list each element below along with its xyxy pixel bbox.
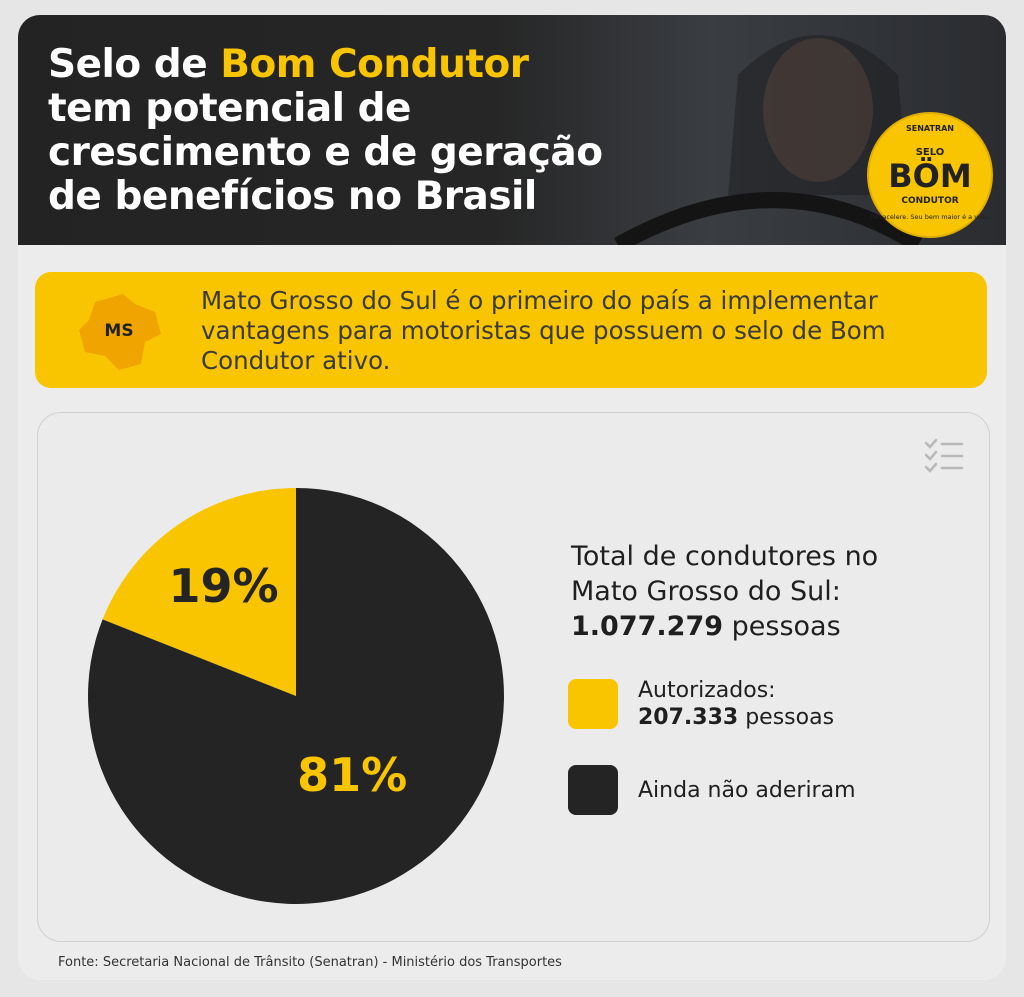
legend-label: Ainda não aderiram <box>638 778 856 803</box>
steering-wheel <box>614 192 923 245</box>
legend-text: Autorizados: 207.333 pessoas <box>638 677 834 731</box>
title: Selo de Bom Condutor tem potencial de cr… <box>48 43 603 219</box>
state-map: MS <box>79 294 161 370</box>
badge-text: BÖM <box>888 157 971 195</box>
pie-chart: 19% 81% <box>87 488 504 904</box>
summary-line: Total de condutores no <box>571 541 879 572</box>
slice-label: 81% <box>297 748 407 802</box>
legend-swatch <box>568 765 618 815</box>
header: SENATRAN SELO BÖM CONDUTOR Desacelere. S… <box>18 15 1006 245</box>
summary: Total de condutores no Mato Grosso do Su… <box>571 539 878 644</box>
summary-line: Mato Grosso do Sul: <box>571 576 841 607</box>
title-highlight: Bom Condutor <box>220 42 529 87</box>
summary-line: 1.077.279 pessoas <box>571 609 878 644</box>
chart-panel: 19% 81% Total de condutores no Mato Gross… <box>37 412 990 942</box>
source: Fonte: Secretaria Nacional de Trânsito (… <box>58 955 562 970</box>
badge-circle <box>867 112 993 238</box>
list-icon <box>924 438 964 473</box>
legend-detail-unit: pessoas <box>745 705 835 730</box>
title-line: crescimento e de geração <box>48 130 603 175</box>
badge-text: CONDUTOR <box>901 196 958 206</box>
state-shape <box>79 294 161 370</box>
summary-unit: pessoas <box>731 611 841 642</box>
legend-detail-value: 207.333 <box>638 705 739 730</box>
summary-total: 1.077.279 <box>571 611 724 642</box>
slice-label: 19% <box>168 559 278 613</box>
title-line: de benefícios no Brasil <box>48 174 537 219</box>
hair <box>728 35 908 195</box>
badge-text: SENATRAN <box>906 124 954 133</box>
photo-placeholder: SENATRAN SELO BÖM CONDUTOR Desacelere. S… <box>614 35 993 245</box>
title-line: tem potencial de <box>48 86 411 131</box>
banner: MS Mato Grosso do Sul é o primeiro do pa… <box>35 272 987 388</box>
badge: SENATRAN SELO BÖM CONDUTOR Desacelere. S… <box>867 112 993 238</box>
card: SENATRAN SELO BÖM CONDUTOR Desacelere. S… <box>18 15 1006 980</box>
pie-slice <box>87 488 504 904</box>
pie-slice <box>102 488 296 696</box>
state-label: MS <box>104 321 133 341</box>
legend-detail: 207.333 pessoas <box>638 704 834 731</box>
banner-text: Mato Grosso do Sul é o primeiro do país … <box>201 286 886 375</box>
legend-text: Ainda não aderiram <box>638 777 856 804</box>
legend-label: Autorizados: <box>638 678 776 703</box>
legend-swatch <box>568 679 618 729</box>
title-line: Selo de Bom Condutor <box>48 43 603 87</box>
title-text: Selo de <box>48 42 208 87</box>
badge-text: SELO <box>916 147 945 158</box>
badge-text: Desacelere. Seu bem maior é a vida. <box>870 213 990 221</box>
